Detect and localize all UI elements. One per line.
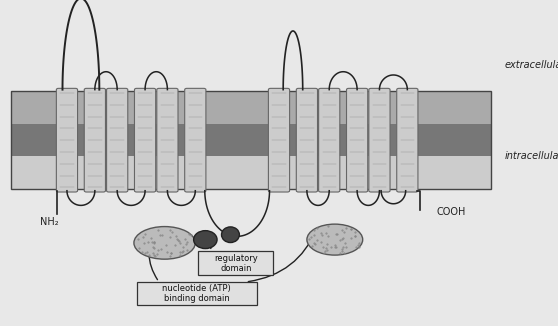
- Ellipse shape: [134, 227, 195, 259]
- Text: intracellular: intracellular: [505, 152, 558, 161]
- FancyBboxPatch shape: [369, 88, 390, 192]
- Text: nucleotide (ATP)
binding domain: nucleotide (ATP) binding domain: [162, 284, 231, 303]
- FancyBboxPatch shape: [107, 88, 128, 192]
- FancyBboxPatch shape: [268, 88, 290, 192]
- Ellipse shape: [222, 227, 239, 243]
- FancyBboxPatch shape: [185, 88, 206, 192]
- FancyBboxPatch shape: [134, 88, 156, 192]
- FancyBboxPatch shape: [347, 88, 368, 192]
- Ellipse shape: [307, 224, 363, 255]
- Ellipse shape: [194, 231, 217, 248]
- Bar: [198, 251, 273, 275]
- FancyBboxPatch shape: [157, 88, 178, 192]
- Text: NH₂: NH₂: [40, 217, 59, 227]
- Text: extracellular: extracellular: [505, 60, 558, 70]
- Bar: [137, 282, 257, 305]
- Bar: [11, 156, 491, 189]
- Text: COOH: COOH: [436, 207, 466, 217]
- Bar: [11, 91, 491, 189]
- FancyBboxPatch shape: [319, 88, 340, 192]
- FancyBboxPatch shape: [84, 88, 105, 192]
- Bar: [11, 124, 491, 156]
- FancyBboxPatch shape: [296, 88, 318, 192]
- Text: regulatory
domain: regulatory domain: [214, 254, 258, 273]
- FancyBboxPatch shape: [56, 88, 78, 192]
- Bar: [11, 91, 491, 124]
- FancyBboxPatch shape: [397, 88, 418, 192]
